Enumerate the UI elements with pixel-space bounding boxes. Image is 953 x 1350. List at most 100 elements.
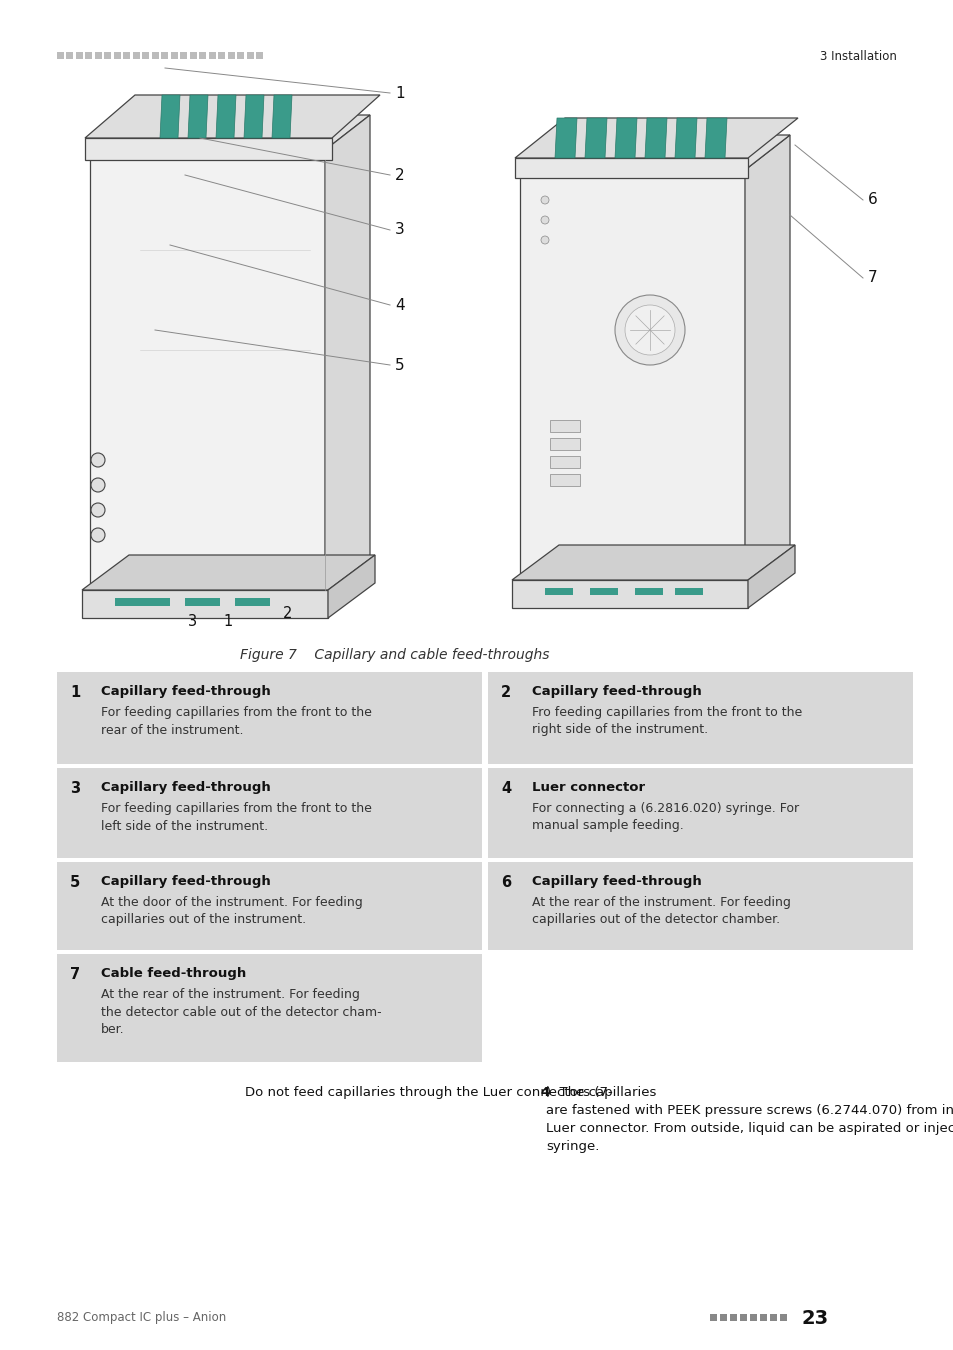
- Text: Capillary feed-through: Capillary feed-through: [532, 875, 701, 888]
- Bar: [589, 589, 618, 595]
- Bar: [57, 768, 481, 859]
- Bar: [86, 53, 92, 59]
- Polygon shape: [328, 555, 375, 618]
- Polygon shape: [215, 95, 235, 138]
- Polygon shape: [244, 95, 264, 138]
- Bar: [190, 53, 196, 59]
- Polygon shape: [747, 545, 794, 608]
- Bar: [749, 1314, 757, 1322]
- Text: 23: 23: [801, 1308, 828, 1327]
- Bar: [95, 53, 102, 59]
- Bar: [550, 437, 579, 450]
- Bar: [760, 1314, 766, 1322]
- Text: At the rear of the instrument. For feeding
capillaries out of the detector chamb: At the rear of the instrument. For feedi…: [532, 896, 790, 926]
- Circle shape: [615, 296, 684, 364]
- Circle shape: [91, 528, 105, 541]
- Text: Fro feeding capillaries from the front to the
right side of the instrument.: Fro feeding capillaries from the front t…: [532, 706, 801, 737]
- Polygon shape: [519, 135, 789, 170]
- Bar: [635, 589, 662, 595]
- Bar: [115, 598, 170, 606]
- Bar: [550, 420, 579, 432]
- Text: 7: 7: [70, 967, 80, 981]
- Circle shape: [91, 454, 105, 467]
- Bar: [199, 53, 206, 59]
- Bar: [780, 1314, 786, 1322]
- Circle shape: [91, 478, 105, 491]
- Polygon shape: [85, 138, 332, 161]
- Text: 6: 6: [500, 875, 511, 890]
- Bar: [67, 53, 73, 59]
- Bar: [228, 53, 234, 59]
- Polygon shape: [90, 115, 370, 150]
- Polygon shape: [515, 117, 797, 158]
- Bar: [161, 53, 169, 59]
- Text: 4: 4: [540, 1085, 550, 1099]
- Polygon shape: [512, 545, 794, 580]
- Text: For connecting a (6.2816.020) syringe. For
manual sample feeding.: For connecting a (6.2816.020) syringe. F…: [532, 802, 799, 833]
- Polygon shape: [644, 117, 666, 158]
- Bar: [488, 768, 912, 859]
- Text: Luer connector: Luer connector: [532, 782, 644, 794]
- Bar: [488, 672, 912, 764]
- Circle shape: [540, 196, 548, 204]
- Text: Capillary feed-through: Capillary feed-through: [101, 875, 271, 888]
- Polygon shape: [519, 170, 744, 580]
- Circle shape: [540, 236, 548, 244]
- Bar: [488, 863, 912, 950]
- Bar: [113, 53, 121, 59]
- Text: 5: 5: [395, 358, 404, 373]
- Circle shape: [624, 305, 675, 355]
- Text: 6: 6: [867, 193, 877, 208]
- Bar: [769, 1314, 776, 1322]
- Text: 3: 3: [395, 223, 404, 238]
- Text: 2: 2: [283, 606, 293, 621]
- Text: 3: 3: [189, 614, 197, 629]
- Bar: [550, 474, 579, 486]
- Polygon shape: [744, 135, 789, 580]
- Bar: [209, 53, 215, 59]
- Bar: [171, 53, 178, 59]
- Polygon shape: [188, 95, 208, 138]
- Text: 7: 7: [867, 270, 877, 285]
- Text: 3 Installation: 3 Installation: [820, 50, 896, 62]
- Text: Capillary feed-through: Capillary feed-through: [532, 684, 701, 698]
- Text: Figure 7    Capillary and cable feed-throughs: Figure 7 Capillary and cable feed-throug…: [240, 648, 549, 662]
- Text: 3: 3: [70, 782, 80, 796]
- Text: For feeding capillaries from the front to the
left side of the instrument.: For feeding capillaries from the front t…: [101, 802, 372, 833]
- Circle shape: [91, 504, 105, 517]
- Bar: [132, 53, 140, 59]
- Bar: [123, 53, 131, 59]
- Bar: [256, 53, 263, 59]
- Bar: [740, 1314, 746, 1322]
- Bar: [57, 53, 64, 59]
- Bar: [180, 53, 188, 59]
- Text: At the rear of the instrument. For feeding
the detector cable out of the detecto: At the rear of the instrument. For feedi…: [101, 988, 381, 1035]
- Text: 882 Compact IC plus – Anion: 882 Compact IC plus – Anion: [57, 1311, 226, 1324]
- Bar: [57, 954, 481, 1062]
- Polygon shape: [704, 117, 726, 158]
- Polygon shape: [272, 95, 292, 138]
- Polygon shape: [325, 115, 370, 590]
- Polygon shape: [584, 117, 606, 158]
- Bar: [675, 589, 702, 595]
- Text: Do not feed capillaries through the Luer connectors (7-: Do not feed capillaries through the Luer…: [245, 1085, 612, 1099]
- Text: 1: 1: [223, 614, 233, 629]
- Bar: [57, 863, 481, 950]
- Text: 1: 1: [70, 684, 80, 701]
- Polygon shape: [90, 150, 325, 590]
- Text: 5: 5: [70, 875, 80, 890]
- Text: Capillary feed-through: Capillary feed-through: [101, 782, 271, 794]
- Text: At the door of the instrument. For feeding
capillaries out of the instrument.: At the door of the instrument. For feedi…: [101, 896, 362, 926]
- Bar: [709, 1314, 717, 1322]
- Text: 2: 2: [500, 684, 511, 701]
- Polygon shape: [515, 158, 747, 178]
- Circle shape: [540, 216, 548, 224]
- Polygon shape: [85, 95, 379, 138]
- Polygon shape: [160, 95, 180, 138]
- Bar: [729, 1314, 737, 1322]
- Bar: [152, 53, 159, 59]
- Bar: [142, 53, 150, 59]
- Text: Capillary feed-through: Capillary feed-through: [101, 684, 271, 698]
- Text: 4: 4: [500, 782, 511, 796]
- Polygon shape: [555, 117, 577, 158]
